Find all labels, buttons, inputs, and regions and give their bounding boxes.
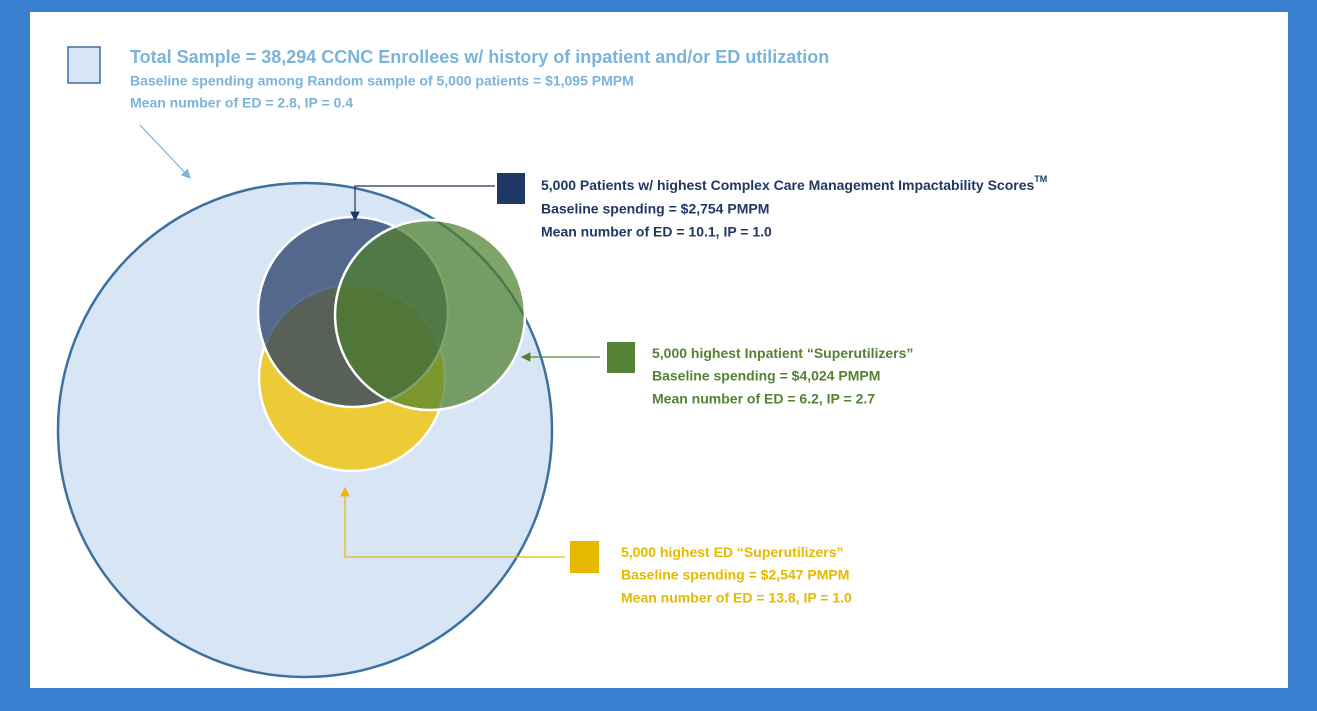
group-line: Baseline spending = $2,547 PMPM (621, 567, 849, 583)
group-title: 5,000 highest ED “Superutilizers” (621, 544, 844, 560)
group-line: Mean number of ED = 10.1, IP = 1.0 (541, 224, 772, 240)
group-line: Baseline spending = $2,754 PMPM (541, 201, 769, 217)
title-text: 5,000 highest ED “Superutilizers” (621, 544, 844, 560)
inpatient-circle (333, 218, 527, 412)
title-text: 5,000 highest Inpatient “Superutilizers” (652, 345, 913, 361)
group-title: 5,000 Patients w/ highest Complex Care M… (541, 174, 1047, 192)
superscript: TM (1034, 174, 1047, 184)
title-text: Total Sample = 38,294 CCNC Enrollees w/ … (130, 47, 829, 67)
group-line: Mean number of ED = 2.8, IP = 0.4 (130, 95, 353, 111)
legend-square (570, 541, 599, 573)
group-line: Baseline spending among Random sample of… (130, 73, 634, 89)
legend-square (607, 342, 635, 373)
group-title: 5,000 highest Inpatient “Superutilizers” (652, 345, 913, 361)
group-line: Baseline spending = $4,024 PMPM (652, 368, 880, 384)
legend-square (497, 173, 525, 204)
title-text: 5,000 Patients w/ highest Complex Care M… (541, 177, 1034, 193)
legend-square (67, 46, 101, 84)
group-line: Mean number of ED = 13.8, IP = 1.0 (621, 590, 852, 606)
arrow (340, 486, 565, 558)
arrow (139, 124, 191, 179)
group-line: Mean number of ED = 6.2, IP = 2.7 (652, 391, 875, 407)
group-title: Total Sample = 38,294 CCNC Enrollees w/ … (130, 47, 829, 67)
arrow (350, 185, 495, 222)
